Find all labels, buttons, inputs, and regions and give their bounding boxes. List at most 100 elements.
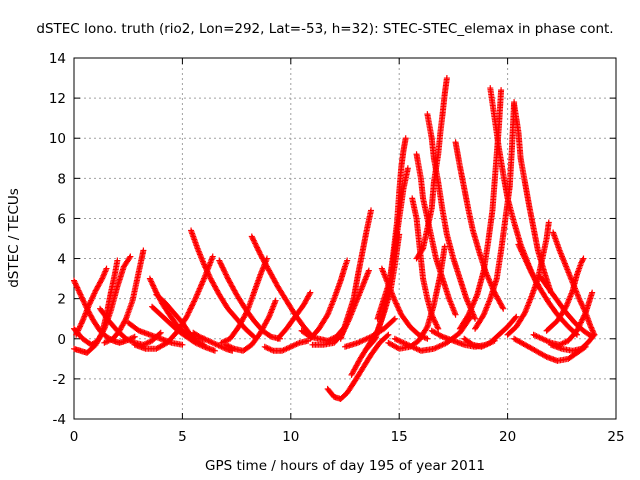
- data-point: [479, 312, 486, 319]
- series-27: [374, 165, 411, 322]
- data-point: [390, 316, 397, 323]
- y-tick-label: 0: [57, 332, 66, 348]
- data-point: [251, 239, 258, 246]
- data-point: [223, 272, 230, 279]
- series-17: [261, 337, 312, 354]
- data-point: [498, 87, 505, 94]
- data-point: [589, 333, 596, 340]
- plot-frame: [73, 57, 617, 420]
- data-point: [404, 165, 411, 172]
- data-point: [265, 315, 272, 322]
- series-45: [543, 255, 587, 334]
- data-point: [186, 308, 193, 315]
- data-point: [250, 237, 257, 244]
- y-tick-label: 2: [57, 292, 66, 308]
- series-26: [378, 265, 431, 342]
- data-point: [218, 263, 225, 270]
- data-point: [589, 289, 596, 296]
- data-point: [468, 340, 475, 347]
- data-point: [185, 310, 192, 317]
- data-point: [122, 317, 129, 324]
- data-point: [187, 305, 194, 312]
- data-point: [189, 301, 196, 308]
- series-3: [73, 265, 110, 338]
- x-axis-label: GPS time / hours of day 195 of year 2011: [205, 458, 485, 474]
- data-point: [114, 257, 121, 264]
- series-5: [101, 247, 147, 346]
- series-46: [547, 331, 598, 354]
- data-point: [254, 245, 261, 252]
- series-15: [222, 297, 279, 354]
- data-point: [248, 233, 255, 240]
- data-point: [184, 312, 191, 319]
- data-point: [587, 332, 594, 339]
- data-point: [157, 329, 164, 336]
- series-29: [413, 75, 450, 262]
- series-30: [409, 195, 442, 332]
- series-2: [71, 257, 121, 356]
- series-22: [324, 331, 392, 402]
- data-point: [272, 297, 279, 304]
- data-point: [466, 314, 473, 321]
- data-point: [579, 316, 586, 323]
- series-14: [216, 257, 283, 342]
- series-36: [461, 313, 520, 350]
- series-12: [190, 329, 236, 354]
- data-point: [201, 341, 208, 348]
- data-point: [573, 327, 580, 334]
- data-point: [190, 299, 197, 306]
- data-point: [224, 274, 231, 281]
- y-tick-label: -2: [53, 372, 66, 388]
- data-point: [131, 333, 138, 340]
- data-point: [253, 243, 260, 250]
- data-point: [441, 243, 448, 250]
- data-point: [221, 268, 228, 275]
- data-point: [578, 318, 585, 325]
- data-point: [521, 310, 528, 317]
- data-point: [577, 319, 584, 326]
- data-point: [98, 331, 105, 338]
- axis-ticks: 0 5 10 15 20 25 -4 -2 0 2 4 6 8 10 12 14: [49, 51, 625, 445]
- x-tick-label: 25: [607, 429, 624, 445]
- series-48: [391, 313, 474, 354]
- data-point: [500, 305, 507, 312]
- data-point: [249, 234, 256, 241]
- data-point: [252, 240, 259, 247]
- data-point: [219, 264, 226, 271]
- series-39: [511, 101, 554, 296]
- y-tick-label: -4: [53, 412, 66, 428]
- data-point: [512, 314, 519, 321]
- data-point: [187, 306, 194, 313]
- data-point: [306, 290, 313, 297]
- chart-title: dSTEC Iono. truth (rio2, Lon=292, Lat=-5…: [36, 21, 613, 37]
- data-point: [103, 265, 110, 272]
- data-point: [513, 313, 520, 320]
- data-point: [191, 298, 198, 305]
- series-16: [248, 233, 316, 340]
- series-31: [413, 151, 459, 318]
- data-point: [579, 256, 586, 263]
- series-23: [337, 207, 375, 342]
- data-point: [140, 247, 147, 254]
- data-point: [249, 332, 256, 339]
- data-point: [216, 257, 223, 264]
- data-point: [384, 332, 391, 339]
- data-point: [467, 313, 474, 320]
- data-point: [255, 247, 262, 254]
- data-point: [542, 353, 549, 360]
- data-point: [220, 265, 227, 272]
- data-point: [189, 302, 196, 309]
- data-point: [391, 315, 398, 322]
- series-41: [515, 241, 580, 338]
- y-tick-label: 4: [57, 252, 66, 268]
- data-point: [267, 332, 274, 339]
- data-point: [256, 250, 263, 257]
- data-point: [423, 325, 430, 332]
- data-point: [307, 289, 314, 296]
- data-point: [580, 255, 587, 262]
- y-tick-label: 12: [49, 91, 66, 107]
- data-point: [250, 236, 257, 243]
- data-point: [344, 257, 351, 264]
- data-point: [127, 253, 134, 260]
- data-point: [452, 311, 459, 318]
